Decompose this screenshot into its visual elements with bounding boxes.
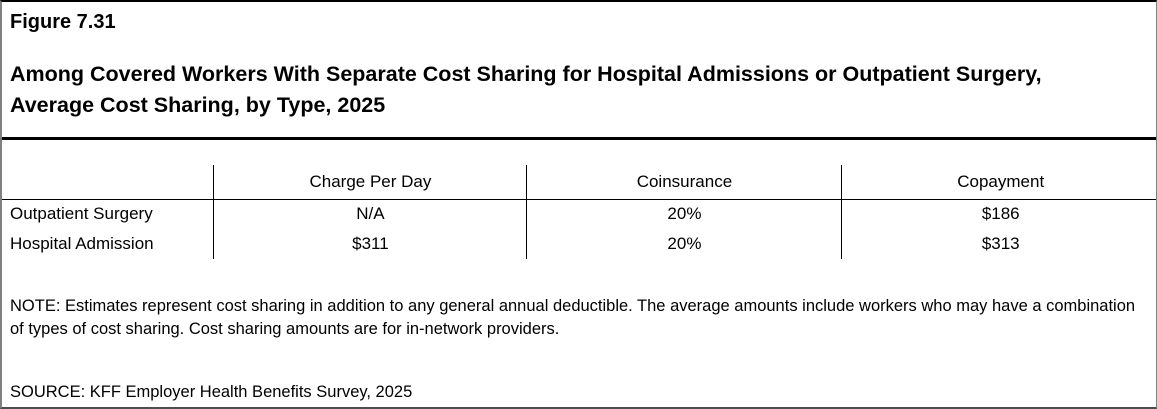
cell-hospital-charge-per-day: $311	[213, 229, 527, 259]
row-label-hospital-admission: Hospital Admission	[10, 234, 154, 253]
figure-number-label: Figure 7.31	[10, 11, 116, 33]
cost-sharing-table: Charge Per Day Coinsurance Copayment Out…	[2, 165, 1156, 259]
cell-outpatient-charge-per-day: N/A	[213, 199, 527, 229]
figure-content: Figure 7.31 Among Covered Workers With S…	[2, 2, 1156, 402]
column-header-charge-per-day: Charge Per Day	[213, 165, 527, 200]
title-divider-rule	[2, 137, 1156, 140]
column-header-copayment: Copayment	[841, 165, 1156, 200]
column-header-blank	[2, 165, 214, 200]
cell-hospital-coinsurance: 20%	[526, 229, 842, 259]
table-header-row: Charge Per Day Coinsurance Copayment	[2, 165, 1156, 200]
column-header-coinsurance: Coinsurance	[526, 165, 842, 200]
cell-hospital-copayment: $313	[841, 229, 1156, 259]
table-row-outpatient-surgery: Outpatient Surgery N/A 20% $186	[2, 199, 1156, 229]
cell-outpatient-copayment: $186	[841, 199, 1156, 229]
source-text: SOURCE: KFF Employer Health Benefits Sur…	[10, 383, 413, 401]
row-label-outpatient-surgery: Outpatient Surgery	[10, 204, 153, 224]
cell-outpatient-coinsurance: 20%	[526, 199, 842, 229]
note-text: NOTE: Estimates represent cost sharing i…	[10, 297, 1136, 338]
table-row-hospital-admission: Hospital Admission $311 20% $313	[2, 229, 1156, 259]
figure-title: Among Covered Workers With Separate Cost…	[10, 62, 1042, 117]
